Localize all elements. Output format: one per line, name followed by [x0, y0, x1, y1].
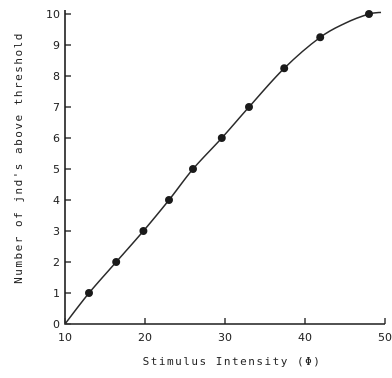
x-tick-label: 40 — [298, 331, 312, 344]
fitted-curve — [64, 11, 382, 325]
x-axis-ticks: 10 20 30 40 50 — [58, 318, 392, 344]
y-tick-label: 9 — [53, 39, 60, 52]
data-point — [139, 227, 148, 235]
series-points — [85, 10, 373, 297]
y-tick-label: 0 — [53, 318, 60, 331]
y-tick-label: 2 — [53, 256, 60, 269]
data-point — [189, 165, 197, 173]
data-point — [85, 289, 93, 297]
y-tick-label: 8 — [53, 70, 60, 83]
y-tick-label: 6 — [53, 132, 60, 145]
x-tick-label: 20 — [138, 331, 152, 344]
y-tick-label: 5 — [53, 163, 60, 176]
x-tick-label: 30 — [218, 331, 232, 344]
x-tick-label: 50 — [378, 331, 392, 344]
x-tick-label: 10 — [58, 331, 72, 344]
data-point — [165, 196, 173, 204]
data-point — [217, 134, 226, 142]
y-axis-ticks: 0 1 2 3 4 5 6 7 8 9 10 — [46, 8, 71, 331]
data-point — [112, 258, 121, 266]
x-axis-title: Stimulus Intensity (Φ) — [143, 355, 322, 368]
y-tick-label: 1 — [53, 287, 60, 300]
y-tick-label: 3 — [53, 225, 60, 238]
y-tick-label: 7 — [53, 101, 60, 114]
axis-frame — [64, 10, 385, 325]
data-point — [245, 103, 253, 111]
data-point — [280, 64, 289, 73]
data-point — [365, 10, 373, 18]
series-curve — [64, 11, 382, 325]
y-tick-label: 4 — [53, 194, 60, 207]
data-point — [316, 33, 325, 42]
axes — [64, 10, 385, 325]
y-tick-label: 10 — [46, 8, 60, 21]
y-axis-title: Number of jnd's above threshold — [12, 32, 25, 284]
